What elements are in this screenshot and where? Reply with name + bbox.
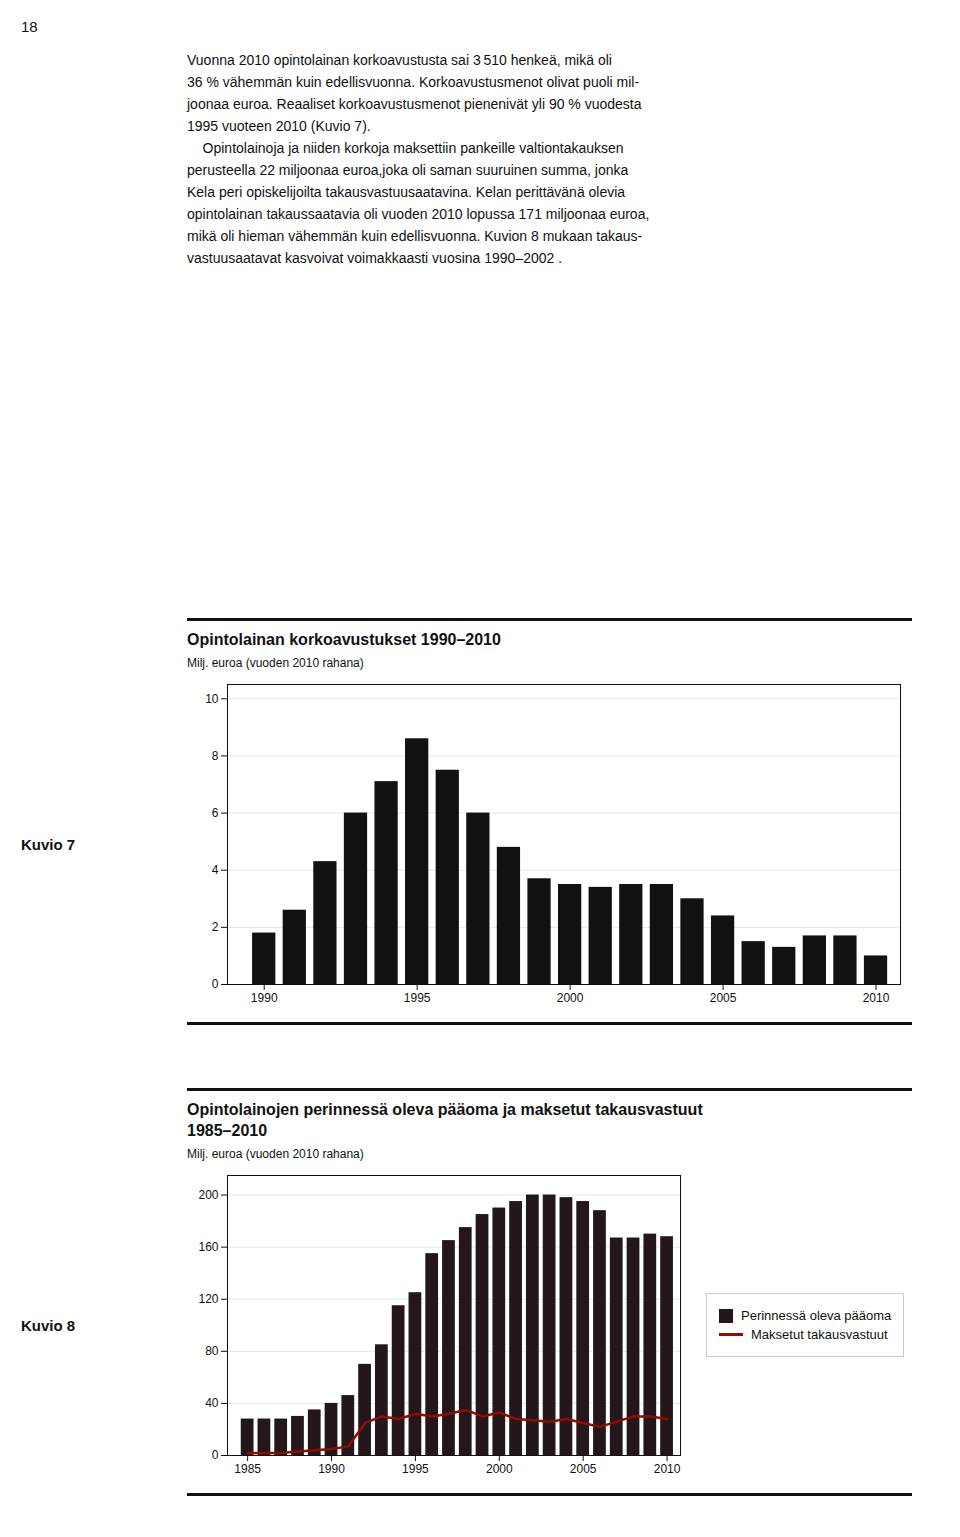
html-text:mikä oli hieman vähemmän kuin: mikä oli hieman vähemmän kuin edellisvuo… <box>187 228 643 244</box>
svg-text:160: 160 <box>198 1240 218 1254</box>
svg-text:2000: 2000 <box>557 991 584 1005</box>
svg-text:1995: 1995 <box>402 1462 429 1476</box>
svg-text:1990: 1990 <box>251 991 278 1005</box>
svg-text:200: 200 <box>198 1188 218 1202</box>
svg-text:2005: 2005 <box>570 1462 597 1476</box>
svg-text:2000: 2000 <box>486 1462 513 1476</box>
svg-text:8: 8 <box>212 749 219 763</box>
svg-text:120: 120 <box>198 1292 218 1306</box>
html-text:perusteella 22 miljoonaa euroa: perusteella 22 miljoonaa euroa,joka oli … <box>187 162 629 178</box>
svg-text:40: 40 <box>205 1396 219 1410</box>
html-text:1995 vuoteen 2010 (Kuvio 7).: 1995 vuoteen 2010 (Kuvio 7). <box>187 118 371 134</box>
svg-text:4: 4 <box>212 863 219 877</box>
svg-text:0: 0 <box>212 1448 219 1462</box>
svg-text:0: 0 <box>212 977 219 991</box>
html-text:Opintolainan korkoavustukset 1: Opintolainan korkoavustukset 1990–2010 <box>187 631 501 648</box>
svg-text:10: 10 <box>205 692 219 706</box>
svg-text:1990: 1990 <box>318 1462 345 1476</box>
html-text:Kuvio 7: Kuvio 7 <box>21 835 76 853</box>
svg-text:6: 6 <box>212 806 219 820</box>
html-text:joonaa euroa. Reaaliset korkoa: joonaa euroa. Reaaliset korkoavustusmeno… <box>187 96 642 112</box>
html-text:Milj. euroa (vuoden 2010 rahan: Milj. euroa (vuoden 2010 rahana) <box>187 1147 364 1161</box>
html-text:Maksetut takausvastuut: Maksetut takausvastuut <box>751 1327 888 1342</box>
svg-text:1985: 1985 <box>234 1462 261 1476</box>
html-text:Opintolainojen perinnessä olev: Opintolainojen perinnessä oleva pääoma j… <box>187 1101 703 1139</box>
svg-text:2: 2 <box>212 920 219 934</box>
html-text:Perinnessä oleva pääoma: Perinnessä oleva pääoma <box>741 1308 892 1323</box>
html-text:Kela peri opiskelijoilta takau: Kela peri opiskelijoilta takausvastuusaa… <box>187 184 626 200</box>
svg-text:2010: 2010 <box>863 991 890 1005</box>
html-text:18: 18 <box>21 18 38 35</box>
html-text:Vuonna 2010 opintolainan korko: Vuonna 2010 opintolainan korkoavustusta … <box>187 52 612 68</box>
svg-text:2005: 2005 <box>710 991 737 1005</box>
html-text:vastuusaatavat kasvoivat voima: vastuusaatavat kasvoivat voimakkaasti vu… <box>187 250 563 266</box>
html-text:Opintolainoja ja niiden korkoj: Opintolainoja ja niiden korkoja maksetti… <box>187 140 624 156</box>
html-text:Kuvio 8: Kuvio 8 <box>21 1316 76 1334</box>
html-text:opintolainan takaussaatavia ol: opintolainan takaussaatavia oli vuoden 2… <box>187 206 650 222</box>
html-text:36 % vähemmän kuin edellisvuon: 36 % vähemmän kuin edellisvuonna. Korkoa… <box>187 74 640 90</box>
svg-text:2010: 2010 <box>654 1462 681 1476</box>
svg-text:80: 80 <box>205 1344 219 1358</box>
svg-text:1995: 1995 <box>404 991 431 1005</box>
html-text:Milj. euroa (vuoden 2010 rahan: Milj. euroa (vuoden 2010 rahana) <box>187 656 364 670</box>
